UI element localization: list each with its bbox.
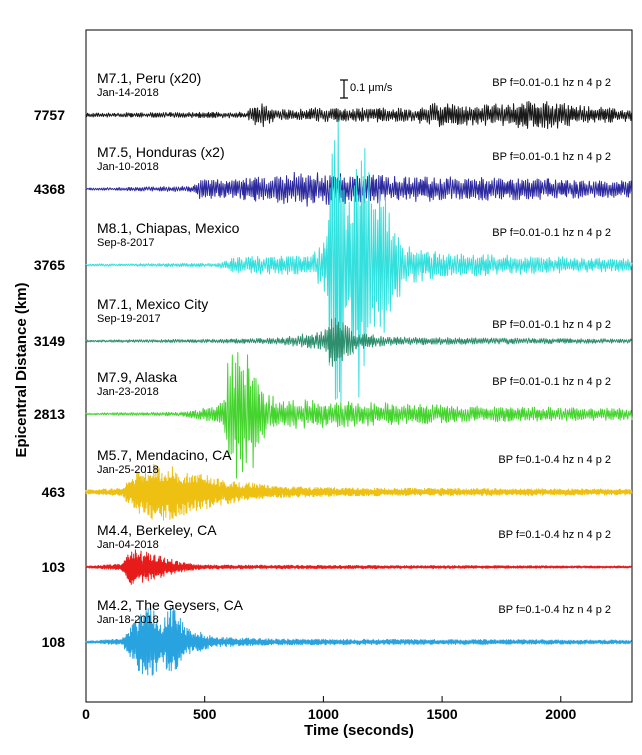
- event-name-label: M7.1, Mexico City: [97, 296, 208, 312]
- event-name-label: M7.9, Alaska: [97, 369, 177, 385]
- filter-label: BP f=0.1-0.4 hz n 4 p 2: [498, 529, 611, 541]
- event-date-label: Jan-10-2018: [97, 161, 159, 173]
- event-date-label: Jan-25-2018: [97, 464, 159, 476]
- distance-label: 7757: [34, 107, 65, 123]
- event-name-label: M8.1, Chiapas, Mexico: [97, 220, 240, 236]
- event-date-label: Sep-8-2017: [97, 237, 155, 249]
- x-tick-label: 2000: [545, 706, 576, 722]
- trace-line: [85, 171, 633, 207]
- distance-label: 3149: [34, 333, 65, 349]
- x-tick-label: 1000: [308, 706, 339, 722]
- trace-line: [85, 463, 633, 521]
- event-date-label: Sep-19-2017: [97, 313, 161, 325]
- scale-bar-label: 0.1 μm/s: [350, 82, 393, 94]
- trace-line: [85, 352, 633, 479]
- trace-line: [85, 317, 633, 367]
- event-name-label: M7.1, Peru (x20): [97, 70, 201, 86]
- y-axis-title: Epicentral Distance (km): [13, 282, 30, 457]
- plot-frame: [85, 29, 633, 703]
- event-date-label: Jan-04-2018: [97, 539, 159, 551]
- trace-line: [85, 607, 633, 676]
- event-date-label: Jan-23-2018: [97, 386, 159, 398]
- trace-line: [85, 549, 633, 585]
- x-tick-label: 0: [82, 706, 90, 722]
- event-labels: 7757 M7.1, Peru (x20)Jan-14-2018 BP f=0.01…: [34, 70, 611, 650]
- x-axis: 0 500 1000 1500 2000: [82, 696, 577, 722]
- filter-label: BP f=0.01-0.1 hz n 4 p 2: [492, 227, 611, 239]
- filter-label: BP f=0.1-0.4 hz n 4 p 2: [498, 604, 611, 616]
- event-date-label: Jan-14-2018: [97, 87, 159, 99]
- event-name-label: M5.7, Mendacino, CA: [97, 447, 232, 463]
- x-axis-title: Time (seconds): [304, 722, 414, 739]
- distance-label: 2813: [34, 406, 65, 422]
- filter-label: BP f=0.01-0.1 hz n 4 p 2: [492, 77, 611, 89]
- distance-label: 3765: [34, 257, 65, 273]
- distance-label: 463: [42, 484, 66, 500]
- x-tick-label: 1500: [427, 706, 458, 722]
- event-name-label: M7.5, Honduras (x2): [97, 144, 225, 160]
- x-tick-label: 500: [193, 706, 217, 722]
- filter-label: BP f=0.01-0.1 hz n 4 p 2: [492, 376, 611, 388]
- filter-label: BP f=0.01-0.1 hz n 4 p 2: [492, 319, 611, 331]
- trace-group: [85, 100, 633, 676]
- distance-label: 103: [42, 559, 66, 575]
- trace-line: [85, 100, 633, 130]
- distance-label: 4368: [34, 181, 65, 197]
- filter-label: BP f=0.1-0.4 hz n 4 p 2: [498, 454, 611, 466]
- trace-line: [85, 120, 633, 403]
- distance-label: 108: [42, 634, 66, 650]
- event-name-label: M4.4, Berkeley, CA: [97, 522, 217, 538]
- filter-label: BP f=0.01-0.1 hz n 4 p 2: [492, 151, 611, 163]
- event-date-label: Jan-18-2018: [97, 614, 159, 626]
- event-name-label: M4.2, The Geysers, CA: [97, 597, 244, 613]
- scale-bar: 0.1 μm/s: [340, 79, 393, 99]
